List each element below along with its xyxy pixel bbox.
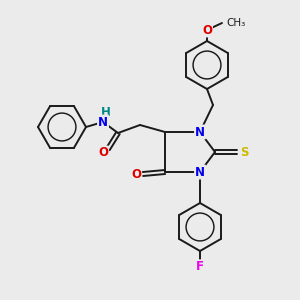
Text: O: O — [98, 146, 108, 160]
Text: S: S — [240, 146, 248, 158]
Text: H: H — [101, 106, 111, 118]
Text: N: N — [195, 166, 205, 178]
Text: N: N — [98, 116, 108, 128]
Text: O: O — [131, 167, 141, 181]
Text: CH₃: CH₃ — [226, 18, 245, 28]
Text: F: F — [196, 260, 204, 274]
Text: O: O — [202, 23, 212, 37]
Text: N: N — [195, 125, 205, 139]
